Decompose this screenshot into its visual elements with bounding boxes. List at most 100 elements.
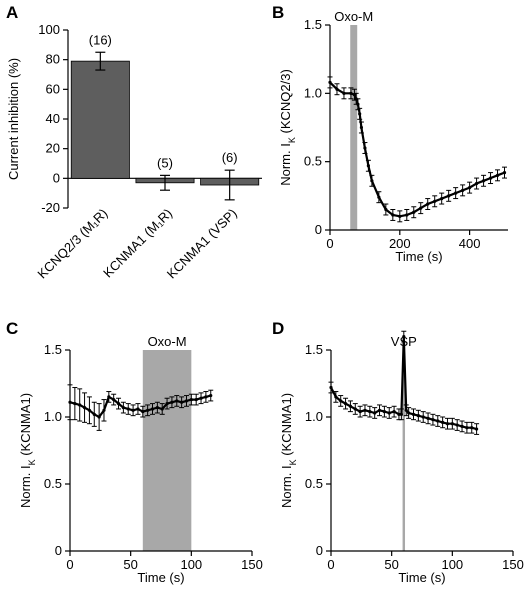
c-treatment-shade (142, 350, 192, 551)
c-data-point (160, 407, 164, 411)
b-data-point (377, 195, 381, 199)
d-data-point (392, 410, 396, 414)
b-data-point (488, 176, 493, 180)
d-data-point (475, 427, 479, 431)
b-data-point (495, 173, 500, 177)
a-y-tick-label: 40 (46, 111, 60, 126)
d-data-point (382, 410, 386, 414)
b-data-point (474, 181, 479, 186)
d-x-tick-label: 50 (384, 557, 398, 572)
b-data-point (447, 194, 451, 198)
d-y-tick-label: 1.0 (305, 409, 323, 424)
d-x-tick-label: 0 (327, 557, 334, 572)
panel-b: B Oxo-M 0 0.5 1.0 1.5 0 200 400 Time (s) Norm. IK… (272, 3, 508, 264)
d-data-point (455, 423, 459, 427)
c-data-point (136, 407, 140, 411)
c-annotation: Oxo-M (148, 334, 187, 349)
d-data-point (348, 404, 353, 408)
d-data-point (334, 395, 338, 399)
b-data-point (366, 164, 370, 168)
b-data-point (412, 210, 416, 214)
a-y-tick-label: 100 (38, 22, 60, 37)
b-y-tick-label: 1.5 (304, 17, 322, 32)
d-y-tick-label: 1.5 (305, 342, 323, 357)
c-data-point (121, 406, 125, 410)
d-data-point (460, 424, 464, 428)
c-data-point (170, 400, 174, 404)
b-data-point (405, 213, 409, 217)
d-data-point (399, 412, 403, 416)
d-data-point (339, 399, 343, 403)
d-data-point (402, 335, 406, 339)
b-data-point (359, 125, 364, 130)
d-data-point (343, 402, 348, 406)
d-x-tick-label: 100 (441, 557, 463, 572)
c-data-point (87, 408, 92, 412)
b-data-point (370, 179, 374, 183)
b-x-tick-label: 200 (389, 236, 411, 251)
c-data-point (112, 397, 116, 402)
b-data-point (433, 199, 437, 203)
d-y-tick-label: 0 (316, 543, 323, 558)
c-data-point (73, 402, 77, 406)
b-data-point (419, 206, 423, 210)
d-data-point (377, 408, 382, 412)
d-x-label: Time (s) (398, 570, 445, 585)
c-data-point (92, 412, 96, 416)
c-data-point (141, 410, 145, 414)
b-annotation: Oxo-M (334, 9, 373, 24)
b-data-point (358, 112, 362, 116)
c-data-point (146, 408, 150, 412)
c-data-point (194, 397, 198, 402)
c-y-tick-label: 1.0 (44, 409, 62, 424)
b-data-point (468, 186, 472, 190)
b-data-point (502, 171, 507, 175)
d-data-point (404, 408, 408, 412)
d-data-point (445, 422, 450, 426)
panel-c-letter: C (6, 319, 18, 338)
c-data-point (82, 406, 87, 410)
d-y-label: Norm. IK (KCNMA1) (279, 393, 298, 508)
c-data-point (209, 393, 213, 398)
d-treatment-shade (402, 350, 406, 551)
d-data-point (441, 420, 445, 424)
c-data-point (78, 403, 82, 407)
b-data-point (391, 213, 395, 217)
c-x-tick-label: 100 (180, 557, 202, 572)
panel-a-letter: A (6, 3, 18, 22)
b-x-tick-label: 0 (326, 236, 333, 251)
b-data-point (461, 188, 465, 192)
c-data-point (131, 408, 135, 412)
b-x-tick-label: 400 (459, 236, 481, 251)
d-x-tick-label: 150 (502, 557, 524, 572)
b-data-point (356, 102, 360, 106)
c-data-point (107, 395, 111, 399)
b-y-tick-label: 0.5 (304, 154, 322, 169)
c-y-label: Norm. IK (KCNMA1) (18, 393, 37, 508)
c-data-point (116, 402, 121, 406)
panel-c: C Oxo-M 0 0.5 1.0 1.5 0 50 100 150 Time (s) Norm. … (6, 319, 263, 585)
d-data-point (416, 414, 420, 418)
a-y-tick-label: -20 (41, 200, 60, 215)
b-y-tick-label: 1.0 (304, 85, 322, 100)
c-data-point (180, 400, 184, 404)
c-y-tick-label: 1.5 (44, 342, 62, 357)
b-data-point (440, 196, 444, 201)
d-data-point (426, 416, 430, 420)
d-data-point (373, 411, 377, 415)
c-data-point (68, 400, 72, 404)
c-data-point (184, 399, 189, 403)
b-data-point (354, 97, 358, 101)
panel-d-letter: D (272, 319, 284, 338)
b-data-point (328, 80, 332, 84)
d-data-point (470, 426, 474, 430)
d-data-point (368, 410, 372, 414)
b-data-point (342, 91, 346, 95)
b-data-point (352, 93, 357, 97)
a-n-label: (16) (89, 32, 112, 47)
c-data-point (199, 396, 203, 400)
b-data-point (481, 179, 486, 183)
a-category-label: KCNMA1 (M₁R) (100, 206, 175, 281)
